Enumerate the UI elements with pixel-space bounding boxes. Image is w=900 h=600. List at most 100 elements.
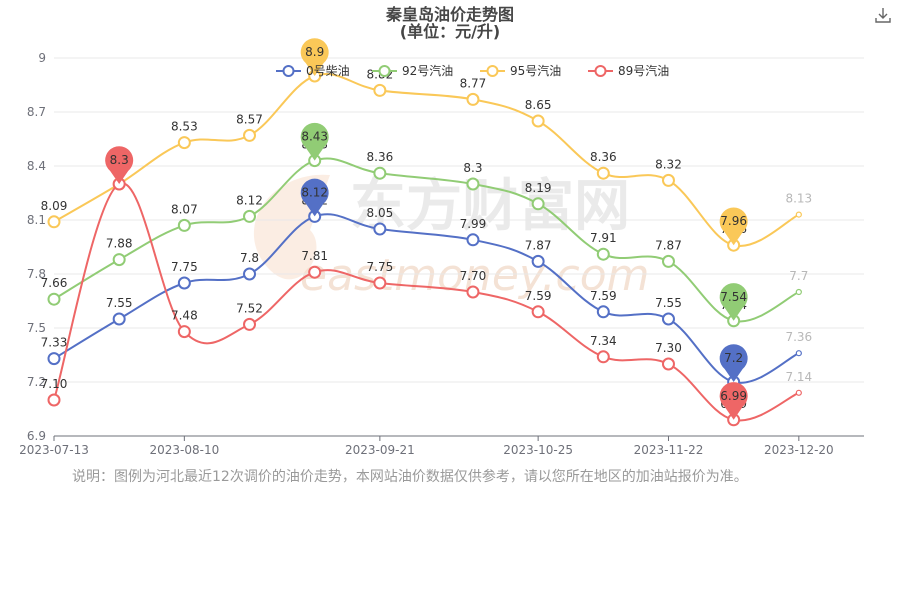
data-point xyxy=(373,276,387,290)
max-marker-0-label: 8.12 xyxy=(301,185,328,199)
data-label: 7.81 xyxy=(301,249,328,263)
data-point xyxy=(47,352,61,366)
data-point xyxy=(795,288,802,296)
y-tick-label: 7.2 xyxy=(27,375,46,389)
x-tick-label: 2023-09-21 xyxy=(345,443,415,457)
series-line-0 xyxy=(53,213,800,384)
data-label: 7.48 xyxy=(171,309,198,323)
data-point xyxy=(596,305,610,319)
data-point xyxy=(47,292,61,306)
max-marker-0: 8.12 xyxy=(300,178,329,217)
data-label: 7.52 xyxy=(236,301,263,315)
legend-marker-0 xyxy=(282,65,295,77)
max-marker-2: 8.9 xyxy=(300,38,329,76)
x-tick-label: 2023-12-20 xyxy=(764,443,834,457)
legend-label-3: 89号汽油 xyxy=(618,63,669,78)
series-line-1 xyxy=(53,157,800,323)
data-label: 7.30 xyxy=(655,341,682,355)
data-point xyxy=(177,218,191,232)
min-marker-0-label: 7.2 xyxy=(724,351,743,365)
y-tick-label: 9 xyxy=(38,51,46,65)
y-tick-label: 8.7 xyxy=(27,105,46,119)
data-point xyxy=(373,83,387,97)
data-label: 8.09 xyxy=(41,199,68,213)
data-point xyxy=(112,253,126,267)
data-point xyxy=(596,247,610,261)
data-point xyxy=(47,215,61,229)
min-marker-2-shape xyxy=(719,207,748,246)
data-label: 7.34 xyxy=(590,334,617,348)
min-marker-3-label: 6.99 xyxy=(720,389,747,403)
data-label: 8.53 xyxy=(171,120,198,134)
data-point xyxy=(373,166,387,180)
chart-subtitle: (单位：元/升) xyxy=(399,22,501,41)
data-point xyxy=(112,312,126,326)
data-label: 7.99 xyxy=(460,217,487,231)
min-marker-0-shape xyxy=(719,344,748,382)
data-label: 7.55 xyxy=(655,296,682,310)
min-marker-3-shape xyxy=(719,382,748,420)
max-marker-3-label: 8.3 xyxy=(110,153,129,167)
data-label: 7.91 xyxy=(590,231,617,245)
max-marker-1-label: 8.43 xyxy=(301,130,328,144)
data-point xyxy=(466,92,480,106)
y-tick-label: 6.9 xyxy=(27,429,46,443)
data-label: 8.65 xyxy=(525,98,552,112)
y-tick-label: 7.5 xyxy=(27,321,46,335)
data-label: 8.57 xyxy=(236,112,263,126)
data-point xyxy=(177,276,191,290)
data-label: 8.05 xyxy=(367,206,394,220)
data-label: 7.75 xyxy=(171,260,198,274)
data-point xyxy=(531,197,545,211)
max-marker-3: 8.3 xyxy=(105,146,134,184)
data-label: 8.36 xyxy=(590,150,617,164)
data-point xyxy=(531,305,545,319)
data-label: 7.10 xyxy=(41,377,68,391)
data-label: 7.88 xyxy=(106,237,133,251)
data-point xyxy=(466,177,480,191)
min-marker-1: 7.54 xyxy=(719,283,748,321)
x-tick-label: 2023-11-22 xyxy=(634,443,704,457)
data-point xyxy=(661,357,675,371)
data-point xyxy=(373,222,387,236)
legend-marker-1 xyxy=(378,65,391,77)
data-point xyxy=(243,267,257,281)
legend-marker-2 xyxy=(486,65,499,77)
max-marker-2-label: 8.9 xyxy=(305,45,324,59)
min-marker-1-label: 7.54 xyxy=(720,290,747,304)
min-marker-2: 7.96 xyxy=(719,207,748,246)
max-marker-1-shape xyxy=(300,122,329,161)
download-icon[interactable] xyxy=(874,6,892,24)
data-label: 8.3 xyxy=(463,161,482,175)
data-label: 7.55 xyxy=(106,296,133,310)
data-label: 7.36 xyxy=(785,330,812,344)
data-label: 7.59 xyxy=(525,289,552,303)
data-point xyxy=(177,325,191,339)
data-label: 7.14 xyxy=(785,370,812,384)
data-label: 7.66 xyxy=(41,276,68,290)
y-tick-label: 8.1 xyxy=(27,213,46,227)
data-label: 8.32 xyxy=(655,157,682,171)
data-point xyxy=(308,265,322,279)
data-point xyxy=(531,254,545,268)
data-label: 7.33 xyxy=(41,336,68,350)
max-marker-1: 8.43 xyxy=(300,122,329,161)
legend-marker-3 xyxy=(594,65,607,77)
data-point xyxy=(243,128,257,142)
min-marker-1-shape xyxy=(719,283,748,321)
data-label: 8.12 xyxy=(236,193,263,207)
data-point xyxy=(177,136,191,150)
data-point xyxy=(596,350,610,364)
data-point xyxy=(661,173,675,187)
chart-note: 说明：图例为河北最近12次调价的油价走势，本网站油价数据仅供参考，请以您所在地区… xyxy=(72,469,748,485)
data-label: 7.8 xyxy=(240,251,259,265)
data-point xyxy=(661,254,675,268)
data-label: 7.87 xyxy=(655,238,682,252)
data-point xyxy=(661,312,675,326)
max-marker-0-shape xyxy=(300,178,329,217)
x-tick-label: 2023-07-13 xyxy=(19,443,89,457)
max-marker-3-shape xyxy=(105,146,134,184)
data-label: 7.70 xyxy=(460,269,487,283)
data-point xyxy=(531,114,545,128)
